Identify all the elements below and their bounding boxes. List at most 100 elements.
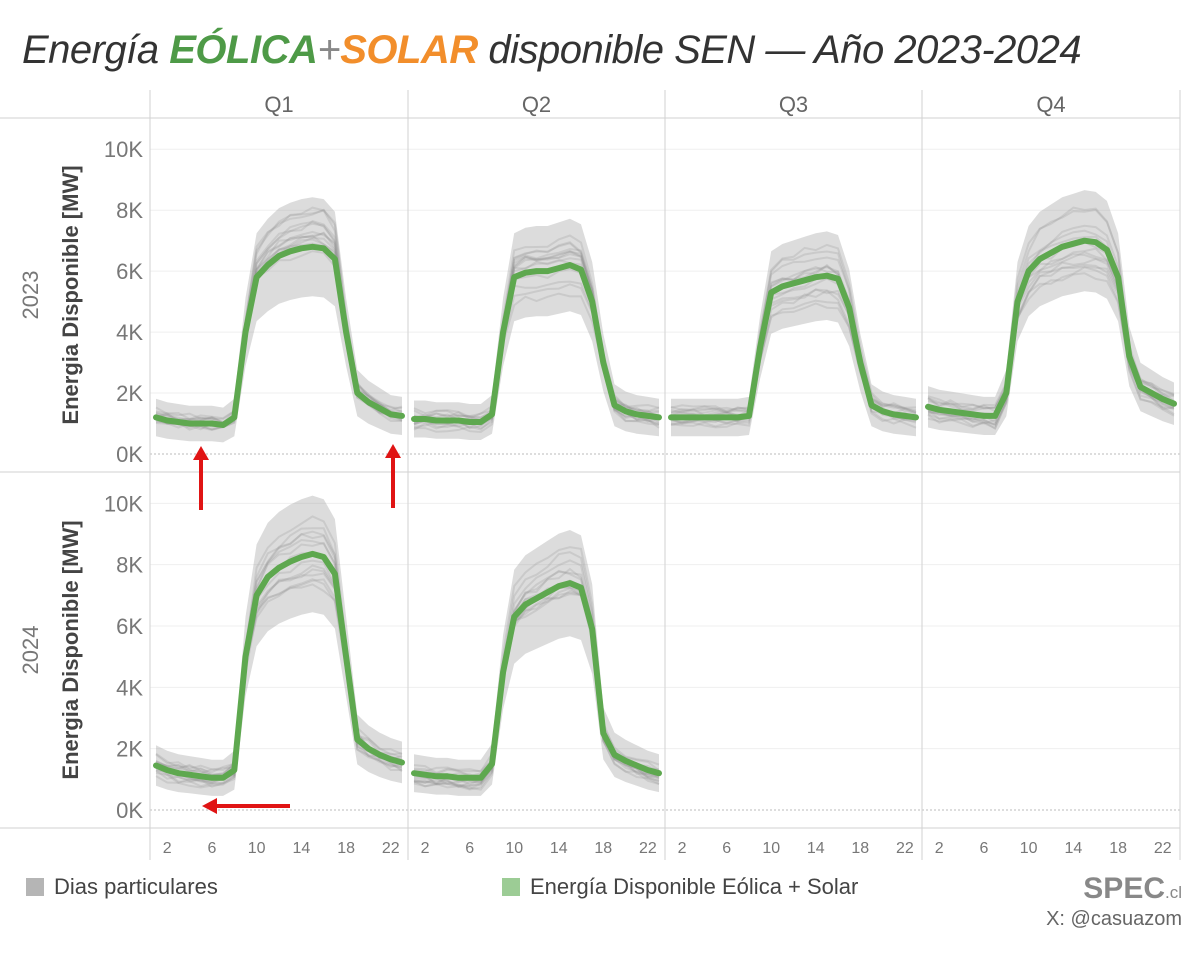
x-tick-label-q4-6: 6 xyxy=(979,840,988,857)
y-tick-label-2023-0: 0K xyxy=(116,442,143,467)
row-label-2024: 2024 xyxy=(18,626,43,675)
x-tick-label-q3-22: 22 xyxy=(896,840,914,857)
x-tick-label-q2-10: 10 xyxy=(505,840,523,857)
brand-name: SPEC xyxy=(1083,872,1165,905)
main-line-2024-q1 xyxy=(153,550,405,781)
title-suffix: disponible SEN — Año 2023-2024 xyxy=(477,28,1082,72)
column-header-q4: Q4 xyxy=(1036,92,1065,117)
day-line-2023-q1-1 xyxy=(155,250,403,420)
day-line-2023-q3-8 xyxy=(670,243,917,413)
y-tick-label-2023-1: 2K xyxy=(116,381,143,406)
day-line-2023-q4-8 xyxy=(927,263,1175,431)
day-line-2024-q1-7 xyxy=(155,578,403,783)
x-tick-label-q4-10: 10 xyxy=(1020,840,1038,857)
x-tick-label-q4-18: 18 xyxy=(1109,840,1127,857)
y-tick-label-2023-5: 10K xyxy=(104,137,143,162)
y-tick-label-2024-5: 10K xyxy=(104,491,143,516)
red-arrow-3-head xyxy=(202,798,217,814)
title-eolica: EÓLICA xyxy=(169,28,318,72)
x-tick-label-q4-2: 2 xyxy=(935,840,944,857)
x-tick-label-q3-10: 10 xyxy=(762,840,780,857)
y-tick-label-2023-3: 6K xyxy=(116,259,143,284)
day-line-2023-q2-8 xyxy=(413,253,660,419)
main-line-2023-q4 xyxy=(925,237,1177,419)
day-line-2023-q2-10 xyxy=(413,234,660,422)
day-line-2023-q3-13 xyxy=(670,256,917,414)
x-tick-label-q1-10: 10 xyxy=(248,840,266,857)
x-tick-label-q1-14: 14 xyxy=(292,840,310,857)
x-tick-label-q2-14: 14 xyxy=(550,840,568,857)
x-tick-label-q3-6: 6 xyxy=(722,840,731,857)
day-line-2024-q1-6 xyxy=(155,583,403,775)
title-plus: + xyxy=(317,28,341,72)
x-tick-label-q2-6: 6 xyxy=(465,840,474,857)
day-line-2023-q2-4 xyxy=(413,283,660,421)
day-line-2023-q4-4 xyxy=(927,266,1175,430)
column-header-q2: Q2 xyxy=(522,92,551,117)
day-range-band-2024-q2 xyxy=(414,530,659,796)
day-line-2023-q3-2 xyxy=(670,265,917,418)
red-arrow-1-head xyxy=(193,446,209,460)
main-line-2024-q2 xyxy=(411,580,662,781)
x-tick-label-q1-6: 6 xyxy=(207,840,216,857)
day-line-2023-q1-9 xyxy=(155,206,403,421)
row-label-2023: 2023 xyxy=(18,271,43,320)
day-line-2023-q2-0 xyxy=(413,250,660,434)
column-header-q3: Q3 xyxy=(779,92,808,117)
day-line-2023-q1-12 xyxy=(155,208,403,424)
x-tick-label-q2-22: 22 xyxy=(639,840,657,857)
brand-handle: X: @casuazom xyxy=(1046,908,1182,930)
day-line-2024-q2-12 xyxy=(413,546,660,775)
title-prefix: Energía xyxy=(22,28,170,72)
y-tick-label-2024-1: 2K xyxy=(116,737,143,762)
day-line-2023-q3-5 xyxy=(670,277,917,425)
y-tick-label-2023-2: 4K xyxy=(116,320,143,345)
x-tick-label-q3-2: 2 xyxy=(678,840,687,857)
x-tick-label-q4-14: 14 xyxy=(1064,840,1082,857)
red-arrow-2-head xyxy=(385,444,401,458)
day-line-2023-q2-11 xyxy=(413,250,660,418)
y-tick-label-2024-4: 8K xyxy=(116,553,143,578)
day-line-2024-q1-5 xyxy=(155,564,403,772)
x-tick-label-q4-22: 22 xyxy=(1154,840,1172,857)
brand-suffix: .cl xyxy=(1165,883,1182,902)
x-tick-label-q2-18: 18 xyxy=(594,840,612,857)
brand-logo: SPEC.cl xyxy=(1046,872,1182,906)
day-line-2024-q1-4 xyxy=(155,578,403,776)
day-line-2023-q3-10 xyxy=(670,288,917,415)
column-header-q1: Q1 xyxy=(264,92,293,117)
chart-title: Energía EÓLICA+SOLAR disponible SEN — Añ… xyxy=(22,28,1082,73)
legend-item-main: Energía Disponible Eólica + Solar xyxy=(502,874,858,900)
day-line-2023-q3-7 xyxy=(670,289,917,428)
day-range-band-2023-q1 xyxy=(156,197,402,443)
day-line-2024-q1-12 xyxy=(155,568,402,788)
day-line-2023-q1-0 xyxy=(155,232,403,431)
day-line-2024-q2-7 xyxy=(413,569,660,790)
day-range-band-2024-q1 xyxy=(156,495,402,796)
day-line-2024-q2-3 xyxy=(413,559,660,773)
legend-swatch-main xyxy=(502,878,520,896)
day-line-2024-q1-1 xyxy=(155,572,403,789)
main-line-2023-q2 xyxy=(411,262,662,425)
y-tick-label-2023-4: 8K xyxy=(116,198,143,223)
brand-block: SPEC.cl X: @casuazom xyxy=(1046,872,1182,931)
legend-label-days: Dias particulares xyxy=(54,874,218,899)
day-line-2024-q1-11 xyxy=(155,559,403,788)
x-tick-label-q3-18: 18 xyxy=(851,840,869,857)
day-range-band-2023-q4 xyxy=(928,190,1174,435)
y-tick-label-2024-2: 4K xyxy=(116,675,143,700)
x-tick-label-q2-2: 2 xyxy=(421,840,430,857)
day-line-2023-q2-7 xyxy=(413,292,660,429)
day-line-2024-q2-2 xyxy=(413,570,660,786)
day-line-2023-q3-9 xyxy=(670,266,917,414)
day-line-2024-q2-0 xyxy=(413,587,660,791)
legend-label-main: Energía Disponible Eólica + Solar xyxy=(530,874,859,899)
y-tick-label-2024-0: 0K xyxy=(116,798,143,823)
y-tick-label-2024-3: 6K xyxy=(116,614,143,639)
x-tick-label-q1-18: 18 xyxy=(337,840,355,857)
main-line-2023-q3 xyxy=(668,272,919,421)
main-line-2023-q1 xyxy=(153,243,405,428)
day-line-2023-q1-13 xyxy=(155,231,403,424)
y-axis-title-2024: Energia Disponible [MW] xyxy=(58,520,83,779)
x-tick-label-q1-2: 2 xyxy=(163,840,172,857)
